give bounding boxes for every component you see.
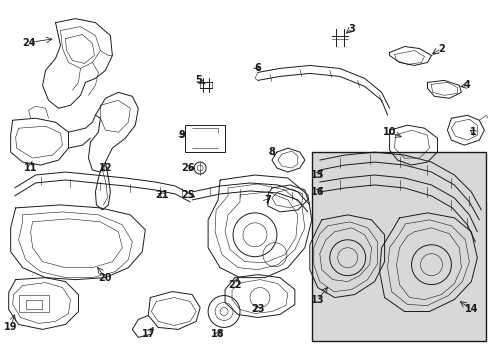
Text: 5: 5 xyxy=(194,75,201,85)
Text: 18: 18 xyxy=(211,329,224,339)
Text: 6: 6 xyxy=(254,63,261,73)
Text: 26: 26 xyxy=(181,163,195,173)
Text: 1: 1 xyxy=(469,127,476,137)
Text: 24: 24 xyxy=(22,37,35,48)
Text: 3: 3 xyxy=(347,24,354,33)
Text: 2: 2 xyxy=(437,44,444,54)
Text: 15: 15 xyxy=(310,170,324,180)
Text: 21: 21 xyxy=(155,190,169,200)
Bar xyxy=(25,300,41,310)
Text: 19: 19 xyxy=(4,323,18,332)
Text: 8: 8 xyxy=(268,147,275,157)
Text: 10: 10 xyxy=(382,127,396,137)
Text: 9: 9 xyxy=(179,130,185,140)
Bar xyxy=(185,125,224,152)
Text: 11: 11 xyxy=(24,163,37,173)
Bar xyxy=(19,294,48,312)
Text: 25: 25 xyxy=(181,190,195,200)
Text: 17: 17 xyxy=(141,329,155,339)
Text: 7: 7 xyxy=(264,195,271,205)
Bar xyxy=(311,152,486,341)
Text: 16: 16 xyxy=(310,187,324,197)
Text: 13: 13 xyxy=(310,294,324,305)
Text: 20: 20 xyxy=(99,273,112,283)
Text: 22: 22 xyxy=(228,280,241,289)
Text: 23: 23 xyxy=(251,305,264,315)
Text: 14: 14 xyxy=(464,305,477,315)
Text: 12: 12 xyxy=(99,163,112,173)
Text: 4: 4 xyxy=(463,80,470,90)
